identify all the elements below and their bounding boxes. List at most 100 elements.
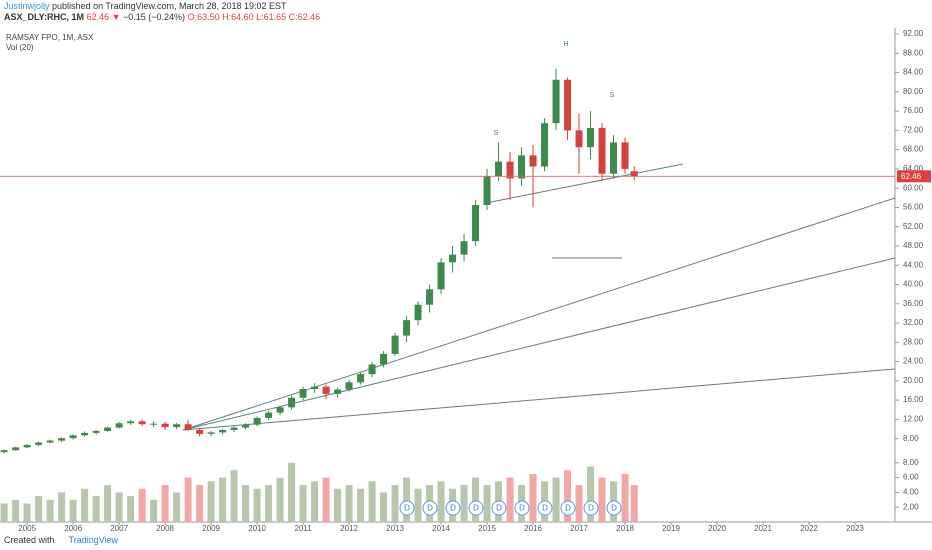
volume-bar (253, 488, 261, 522)
volume-bar (564, 470, 572, 522)
candle-body (127, 421, 135, 424)
volume-bar (161, 485, 169, 522)
x-tick-label: 2008 (156, 524, 174, 532)
fan-line (182, 368, 896, 431)
y-tick-label: 52.00 (903, 222, 924, 231)
x-tick-label: 2010 (248, 524, 266, 532)
neckline (485, 163, 684, 204)
volume-tick-label: 4.00 (903, 488, 919, 497)
volume-bar (311, 481, 319, 522)
candle-body (46, 440, 54, 443)
candle-body (449, 254, 457, 263)
candle-body (322, 386, 330, 394)
candle-body (518, 155, 526, 179)
last-price-box (897, 170, 931, 183)
dividend-marker (491, 500, 507, 516)
chart-title: RAMSAY FPO, 1M, ASX (6, 33, 94, 42)
volume-bar (207, 481, 215, 522)
candle-body (12, 447, 20, 451)
dividend-label: D (404, 504, 410, 513)
x-tick-label: 2023 (846, 524, 864, 532)
author[interactable]: Justinwjolly (4, 1, 50, 11)
volume-bar (0, 503, 8, 522)
y-tick-label: 24.00 (903, 357, 924, 366)
y-tick-label: 88.00 (903, 48, 924, 57)
volume-bar (403, 477, 411, 522)
y-tick-label: 72.00 (903, 125, 924, 134)
symbol: ASX_DLY:RHC, 1M (4, 12, 85, 22)
volume-bar (288, 462, 296, 522)
x-tick-label: 2009 (202, 524, 220, 532)
last-price-label: 62.46 (901, 172, 922, 181)
volume-bar (12, 499, 20, 522)
y-tick-label: 20.00 (903, 376, 924, 385)
candle-body (299, 389, 307, 398)
header: Justinwjolly published on TradingView.co… (4, 1, 320, 23)
dividend-label: D (519, 504, 525, 513)
x-tick-label: 2012 (340, 524, 358, 532)
candle-body (81, 432, 89, 436)
y-tick-label: 80.00 (903, 87, 924, 96)
candle-body (230, 427, 238, 430)
volume-tick-label: 8.00 (903, 458, 919, 467)
candle-body (483, 176, 491, 206)
candle-body (575, 130, 583, 148)
volume-bar (104, 485, 112, 522)
y-tick-label: 56.00 (903, 203, 924, 212)
volume-bar (92, 496, 100, 522)
arrow: ▼ (111, 12, 121, 22)
volume-bar (483, 485, 491, 522)
candle-body (630, 171, 638, 177)
brand[interactable]: TradingView (68, 535, 119, 545)
symbol-line: ASX_DLY:RHC, 1M 62.46 ▼ −0.15 (−0.24%) O… (4, 12, 320, 23)
x-tick-label: 2020 (708, 524, 726, 532)
volume-bar (368, 481, 376, 522)
volume-bar (587, 466, 595, 522)
candle-body (35, 442, 43, 445)
volume-bar (35, 496, 43, 522)
candle-body (552, 79, 560, 124)
x-tick-label: 2015 (478, 524, 496, 532)
candle-body (391, 335, 399, 354)
candle-body (0, 450, 8, 453)
dividend-marker (560, 500, 576, 516)
candle-body (115, 423, 123, 428)
candle-body (161, 423, 169, 428)
candle-body (541, 123, 549, 167)
candle-body (104, 427, 112, 431)
candle-body (380, 353, 388, 365)
dividend-label: D (542, 504, 548, 513)
x-tick-label: 2014 (432, 524, 450, 532)
created: Created with (4, 535, 55, 545)
candle-body (506, 161, 514, 179)
y-tick-label: 8.00 (903, 434, 919, 443)
candle-body (196, 429, 204, 434)
volume-bar (460, 485, 468, 522)
annotation: S (494, 130, 499, 137)
dividend-marker (537, 500, 553, 516)
candle-body (69, 435, 77, 439)
candle-body (23, 444, 31, 448)
candle-body (426, 289, 434, 305)
candle-body (311, 386, 319, 390)
dividend-label: D (473, 504, 479, 513)
volume-bar (184, 477, 192, 522)
candle-body (403, 320, 411, 336)
candle-body (368, 364, 376, 375)
x-tick-label: 2016 (524, 524, 542, 532)
x-tick-label: 2013 (386, 524, 404, 532)
candle-body (276, 407, 284, 413)
candle-body (495, 161, 503, 177)
volume-bar (219, 477, 227, 522)
volume-bar (265, 485, 273, 522)
dividend-marker (514, 500, 530, 516)
volume-bar (173, 492, 181, 522)
x-tick-label: 2017 (570, 524, 588, 532)
dividend-label: D (565, 504, 571, 513)
volume-bar (81, 488, 89, 522)
dividend-marker (468, 500, 484, 516)
footer: Created with TradingView (4, 535, 118, 545)
volume-bar (506, 477, 514, 522)
volume-bar (437, 481, 445, 522)
candle-body (58, 438, 66, 441)
